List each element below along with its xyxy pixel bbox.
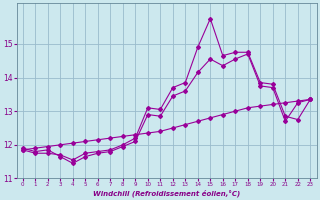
X-axis label: Windchill (Refroidissement éolien,°C): Windchill (Refroidissement éolien,°C) <box>93 189 240 197</box>
